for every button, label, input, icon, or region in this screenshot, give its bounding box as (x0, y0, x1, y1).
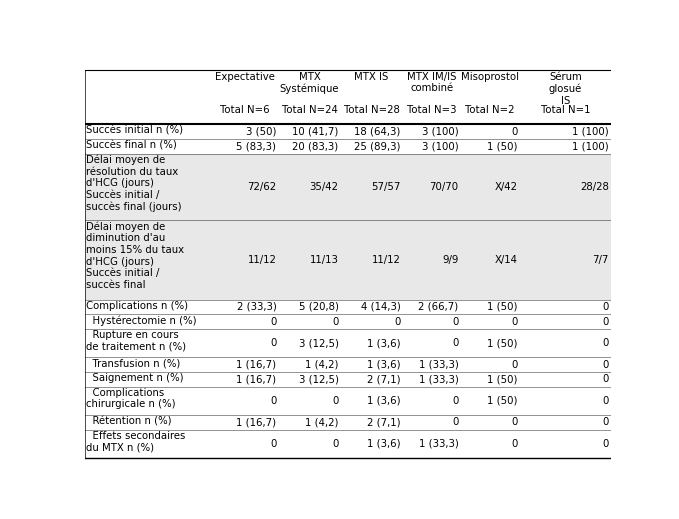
Bar (85, 154, 611, 220)
Text: 1 (33,3): 1 (33,3) (419, 439, 458, 449)
Text: X/42: X/42 (494, 182, 517, 192)
Text: 1 (50): 1 (50) (487, 374, 517, 384)
Text: 0: 0 (332, 395, 339, 406)
Text: 2 (33,3): 2 (33,3) (236, 302, 276, 312)
Text: 11/12: 11/12 (371, 255, 401, 265)
Text: 28/28: 28/28 (580, 182, 609, 192)
Text: 25 (89,3): 25 (89,3) (354, 141, 401, 151)
Text: Misoprostol: Misoprostol (461, 72, 519, 82)
Text: 0: 0 (270, 439, 276, 449)
Text: 0: 0 (511, 127, 517, 136)
Text: 1 (50): 1 (50) (487, 395, 517, 406)
Text: 2 (7,1): 2 (7,1) (367, 417, 401, 427)
Text: Hystérectomie n (%): Hystérectomie n (%) (86, 316, 197, 326)
Text: 7/7: 7/7 (593, 255, 609, 265)
Text: 2 (7,1): 2 (7,1) (367, 374, 401, 384)
Text: Succès initial n (%): Succès initial n (%) (86, 126, 183, 135)
Text: 0: 0 (332, 439, 339, 449)
Text: 0: 0 (603, 338, 609, 348)
Text: Saignement n (%): Saignement n (%) (86, 373, 184, 383)
Text: 11/12: 11/12 (248, 255, 276, 265)
Text: Total N=24: Total N=24 (282, 105, 337, 115)
Bar (85, 220, 611, 299)
Text: 0: 0 (332, 317, 339, 326)
Text: 3 (12,5): 3 (12,5) (299, 338, 339, 348)
Text: 72/62: 72/62 (247, 182, 276, 192)
Text: Total N=1: Total N=1 (540, 105, 590, 115)
Text: Complications
chirurgicale n (%): Complications chirurgicale n (%) (86, 388, 176, 409)
Text: MTX IM/IS
combiné: MTX IM/IS combiné (407, 72, 456, 93)
Text: 35/42: 35/42 (310, 182, 339, 192)
Text: 1 (50): 1 (50) (487, 302, 517, 312)
Text: 0: 0 (511, 360, 517, 370)
Text: 20 (83,3): 20 (83,3) (292, 141, 339, 151)
Text: 3 (50): 3 (50) (246, 127, 276, 136)
Text: Total N=28: Total N=28 (344, 105, 400, 115)
Text: 1 (3,6): 1 (3,6) (367, 338, 401, 348)
Text: 0: 0 (452, 338, 458, 348)
Text: Délai moyen de
résolution du taux
d'HCG (jours)
Succès initial /
succès final (j: Délai moyen de résolution du taux d'HCG … (86, 155, 182, 212)
Text: 5 (83,3): 5 (83,3) (236, 141, 276, 151)
Text: 1 (3,6): 1 (3,6) (367, 395, 401, 406)
Text: Rétention n (%): Rétention n (%) (86, 416, 172, 426)
Text: 0: 0 (603, 360, 609, 370)
Text: Total N=6: Total N=6 (220, 105, 270, 115)
Text: Délai moyen de
diminution d'au
moins 15% du taux
d'HCG (jours)
Succès initial /
: Délai moyen de diminution d'au moins 15%… (86, 222, 185, 290)
Text: 0: 0 (603, 374, 609, 384)
Text: 1 (33,3): 1 (33,3) (419, 374, 458, 384)
Text: 1 (16,7): 1 (16,7) (236, 360, 276, 370)
Text: 1 (4,2): 1 (4,2) (305, 360, 339, 370)
Text: 0: 0 (394, 317, 401, 326)
Text: Rupture en cours
de traitement n (%): Rupture en cours de traitement n (%) (86, 330, 187, 352)
Text: 0: 0 (511, 317, 517, 326)
Text: Total N=2: Total N=2 (465, 105, 515, 115)
Text: 0: 0 (511, 439, 517, 449)
Text: MTX
Systémique: MTX Systémique (280, 72, 340, 94)
Text: 0: 0 (452, 395, 458, 406)
Text: 0: 0 (511, 417, 517, 427)
Text: 0: 0 (452, 317, 458, 326)
Text: 0: 0 (270, 317, 276, 326)
Text: 3 (100): 3 (100) (422, 127, 458, 136)
Text: 57/57: 57/57 (371, 182, 401, 192)
Text: 70/70: 70/70 (429, 182, 458, 192)
Text: Expectative: Expectative (215, 72, 275, 82)
Text: 0: 0 (270, 395, 276, 406)
Text: 0: 0 (603, 302, 609, 312)
Text: 1 (3,6): 1 (3,6) (367, 439, 401, 449)
Text: Succès final n (%): Succès final n (%) (86, 140, 177, 150)
Text: 18 (64,3): 18 (64,3) (354, 127, 401, 136)
Text: 9/9: 9/9 (442, 255, 458, 265)
Text: 10 (41,7): 10 (41,7) (292, 127, 339, 136)
Text: 1 (16,7): 1 (16,7) (236, 374, 276, 384)
Text: 11/13: 11/13 (310, 255, 339, 265)
Text: 5 (20,8): 5 (20,8) (299, 302, 339, 312)
Text: 3 (12,5): 3 (12,5) (299, 374, 339, 384)
Text: 1 (3,6): 1 (3,6) (367, 360, 401, 370)
Text: 1 (4,2): 1 (4,2) (305, 417, 339, 427)
Text: Sérum
glosué
IS: Sérum glosué IS (549, 72, 582, 106)
Text: 1 (33,3): 1 (33,3) (419, 360, 458, 370)
Text: Transfusion n (%): Transfusion n (%) (86, 359, 181, 368)
Text: X/14: X/14 (494, 255, 517, 265)
Text: Complications n (%): Complications n (%) (86, 301, 189, 311)
Text: 1 (16,7): 1 (16,7) (236, 417, 276, 427)
Text: Total N=3: Total N=3 (407, 105, 456, 115)
Text: 1 (100): 1 (100) (572, 127, 609, 136)
Text: MTX IS: MTX IS (354, 72, 389, 82)
Text: 2 (66,7): 2 (66,7) (418, 302, 458, 312)
Text: 0: 0 (603, 439, 609, 449)
Text: 1 (100): 1 (100) (572, 141, 609, 151)
Text: 0: 0 (270, 338, 276, 348)
Text: 0: 0 (452, 417, 458, 427)
Text: 0: 0 (603, 395, 609, 406)
Text: 3 (100): 3 (100) (422, 141, 458, 151)
Text: 0: 0 (603, 317, 609, 326)
Text: 0: 0 (603, 417, 609, 427)
Text: 4 (14,3): 4 (14,3) (361, 302, 401, 312)
Text: Effets secondaires
du MTX n (%): Effets secondaires du MTX n (%) (86, 431, 186, 453)
Text: 1 (50): 1 (50) (487, 141, 517, 151)
Text: 1 (50): 1 (50) (487, 338, 517, 348)
